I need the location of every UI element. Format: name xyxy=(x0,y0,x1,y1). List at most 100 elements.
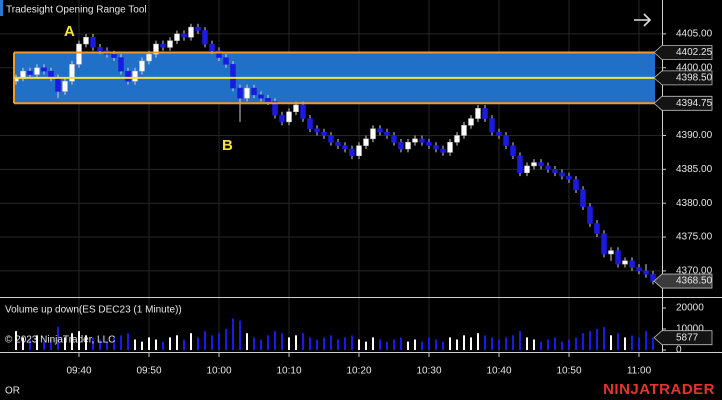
volume-bar xyxy=(197,337,199,350)
volume-bar xyxy=(253,337,255,350)
candle-body xyxy=(622,260,628,265)
volume-bar xyxy=(610,335,612,350)
volume-bar xyxy=(43,341,45,350)
candle-body xyxy=(174,33,180,41)
volume-bar xyxy=(477,333,479,350)
volume-bar xyxy=(106,341,108,350)
candle-body xyxy=(251,87,257,96)
candle-body xyxy=(391,135,397,143)
candle-body xyxy=(587,206,593,224)
volume-bar xyxy=(386,341,388,350)
candle-body xyxy=(76,43,82,65)
volume-bar xyxy=(463,335,465,350)
candle-body xyxy=(496,131,502,136)
volume-bar xyxy=(414,339,416,350)
candle-body xyxy=(412,138,418,143)
price-tag xyxy=(653,70,713,86)
candle-body xyxy=(118,57,124,72)
volume-bar xyxy=(519,331,521,350)
volume-bar xyxy=(624,337,626,350)
candle-body xyxy=(27,70,33,75)
candle-body xyxy=(384,131,390,136)
candle-body xyxy=(111,53,117,58)
candle-body xyxy=(650,274,656,282)
volume-bar xyxy=(274,331,276,350)
volume-bar xyxy=(407,341,409,350)
plot-area: AB xyxy=(13,23,656,285)
candle-body xyxy=(531,162,537,167)
candle-body xyxy=(55,77,61,92)
volume-bar xyxy=(575,337,577,350)
candle-body xyxy=(510,145,516,157)
volume-bar xyxy=(155,339,157,350)
volume-bar xyxy=(169,337,171,350)
candle-body xyxy=(139,60,145,72)
volume-bar xyxy=(484,335,486,350)
volume-bar xyxy=(505,337,507,350)
volume-bar xyxy=(400,337,402,350)
price-tag-label: 4368.50 xyxy=(676,276,713,287)
candle-body xyxy=(489,118,495,133)
volume-bar xyxy=(491,337,493,350)
y-tick-label: 4385.00 xyxy=(676,164,713,175)
candle-body xyxy=(223,57,229,65)
arrow-icon[interactable] xyxy=(634,13,652,27)
y-tick-label: 0 xyxy=(676,345,682,356)
x-tick-label: 10:50 xyxy=(556,366,581,377)
candle-body xyxy=(265,97,271,102)
candle-body xyxy=(398,141,404,150)
candle-body xyxy=(538,162,544,167)
x-tick-label: 10:20 xyxy=(346,366,371,377)
volume-bar xyxy=(281,333,283,350)
candle-body xyxy=(314,128,320,133)
volume-bar xyxy=(134,339,136,350)
volume-bar xyxy=(344,337,346,350)
price-tag xyxy=(653,45,713,60)
candle-body xyxy=(34,67,40,75)
candle-body xyxy=(286,111,292,123)
candle-body xyxy=(202,30,208,45)
volume-bar xyxy=(449,337,451,350)
candle-body xyxy=(426,141,432,146)
volume-bar xyxy=(225,329,227,350)
volume-bar xyxy=(365,341,367,350)
candle-body xyxy=(335,141,341,146)
volume-bar xyxy=(582,333,584,350)
y-tick-label: 4405.00 xyxy=(676,29,713,40)
volume-bar xyxy=(29,339,31,350)
volume-bar xyxy=(78,331,80,350)
candle-body xyxy=(300,104,306,119)
candle-body xyxy=(377,128,383,133)
volume-bar xyxy=(85,335,87,350)
candle-body xyxy=(195,26,201,31)
volume-bar xyxy=(638,337,640,350)
candle-body xyxy=(20,70,26,79)
x-tick-label: 10:40 xyxy=(486,366,511,377)
candle-body xyxy=(454,135,460,143)
candle-body xyxy=(482,108,488,119)
candle-body xyxy=(342,145,348,150)
volume-bar xyxy=(547,339,549,350)
y-tick-label: 4370.00 xyxy=(676,266,713,277)
volume-bar xyxy=(239,320,241,350)
candle-body xyxy=(552,169,558,173)
candle-body xyxy=(160,43,166,48)
candle-body xyxy=(62,81,68,92)
x-tick-label: 10:10 xyxy=(276,366,301,377)
volume-bar xyxy=(568,339,570,350)
candle-body xyxy=(405,141,411,150)
volume-bar xyxy=(393,339,395,350)
candle-body xyxy=(48,70,54,79)
candle-body xyxy=(181,33,187,38)
volume-bar xyxy=(246,333,248,350)
candle-body xyxy=(419,138,425,143)
volume-tag xyxy=(653,330,713,346)
volume-bar xyxy=(596,329,598,350)
volume-bar xyxy=(288,337,290,350)
volume-bar xyxy=(232,318,234,350)
candle-body xyxy=(167,40,173,48)
annotation: A xyxy=(64,23,75,40)
candle-body xyxy=(629,260,635,268)
candle-body xyxy=(370,128,376,140)
